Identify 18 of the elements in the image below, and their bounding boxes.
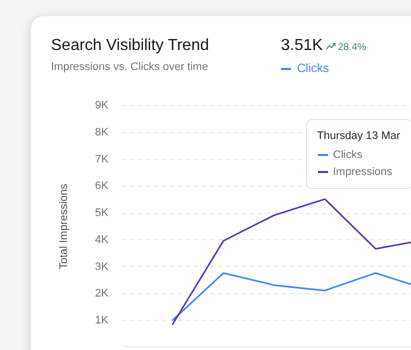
y-tick-label: 5K: [95, 207, 110, 220]
y-tick-label: 7K: [95, 153, 110, 166]
text: 3.51K: [281, 37, 323, 54]
legend-title: Thursday 13 Mar: [317, 130, 400, 142]
y-tick-label: 9K: [95, 100, 110, 112]
text: 28.4%: [338, 42, 366, 53]
legend-label: Clicks: [333, 149, 363, 161]
y-tick-label: 3K: [95, 260, 110, 273]
chart-subtitle: Impressions vs. Clicks over time: [51, 61, 208, 73]
y-tick-label: 4K: [95, 234, 110, 246]
y-tick-label: 8K: [95, 126, 110, 138]
y-tick-label: 2K: [95, 288, 110, 300]
y-tick-label: 6K: [95, 180, 110, 192]
legend-label: Impressions: [333, 166, 393, 178]
y-axis-title: Total Impressions: [58, 183, 70, 270]
text: Clicks: [297, 61, 329, 75]
chart-title: Search Visibility Trend: [51, 37, 209, 55]
y-tick-label: 1K: [95, 314, 110, 327]
